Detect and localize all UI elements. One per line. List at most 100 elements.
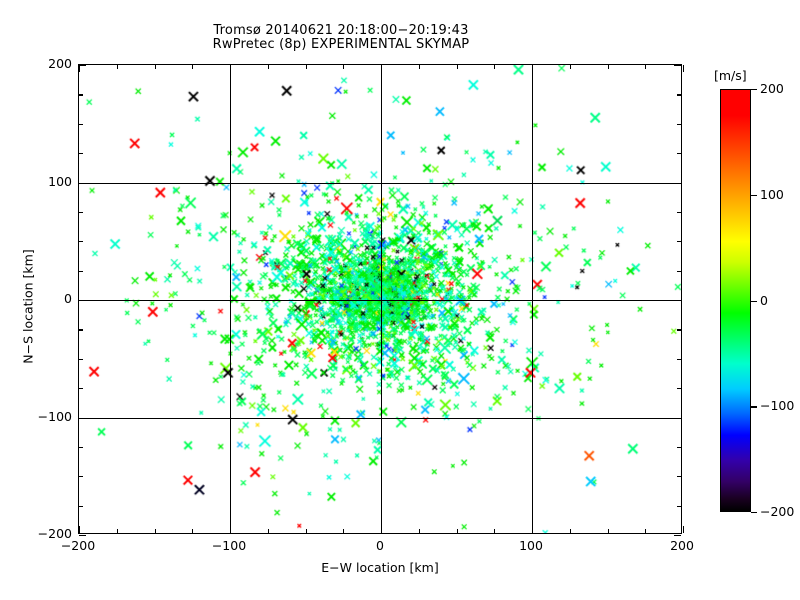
colorbar-tick [751,512,757,514]
axis-tick [677,505,681,507]
axis-tick [79,526,81,533]
axis-tick [677,329,681,331]
axis-tick [677,153,681,155]
axis-tick [79,476,83,478]
y-tick-label: −200 [37,526,72,541]
axis-tick [79,446,83,449]
axis-tick [79,65,81,72]
y-tick-label: 0 [64,291,72,306]
colorbar-unit-label: [m/s] [714,68,747,83]
axis-tick [305,529,307,533]
y-axis-title: N−S location [km] [20,249,36,364]
axis-tick [677,94,681,96]
colorbar-tick-label: 0 [760,292,768,308]
axis-tick [79,94,83,96]
axis-tick [79,270,83,272]
colorbar-tick-label: −100 [760,398,795,414]
axis-tick [79,241,83,243]
gridline-horizontal [79,417,681,419]
axis-tick [267,529,269,533]
axis-tick [267,65,269,69]
axis-tick [677,123,681,125]
axis-tick [79,65,86,67]
colorbar-tick [751,89,757,91]
x-axis-title: E−W location [km] [321,560,439,575]
axis-tick [494,529,496,533]
axis-tick [674,417,681,419]
axis-tick [677,476,681,478]
colorbar-tick [751,406,757,408]
axis-tick [677,241,681,243]
colorbar-gradient [720,89,751,512]
axis-tick [456,529,458,533]
colorbar-tick [751,300,757,302]
axis-tick [79,300,86,302]
axis-tick [532,526,534,533]
axis-tick [569,529,571,533]
x-tick-label: −200 [60,538,96,553]
x-tick-label: 0 [376,538,384,553]
axis-tick [79,182,86,184]
axis-tick [456,65,458,69]
axis-tick [79,535,86,537]
axis-tick [677,270,681,272]
axis-tick [683,65,685,72]
axis-tick [677,388,681,390]
axis-tick [154,65,156,69]
axis-tick [192,65,194,69]
x-tick-label: 200 [670,538,694,553]
gridline-horizontal [79,182,681,184]
axis-tick [674,535,681,537]
axis-tick [677,211,681,214]
axis-tick [381,65,383,72]
axis-tick [79,211,83,214]
axis-tick [230,526,232,533]
gridline-vertical [381,65,383,533]
axis-tick [116,529,118,533]
x-tick-label: −100 [211,538,247,553]
axis-tick [674,182,681,184]
scatter-points-layer [79,65,681,533]
colorbar-tick-label: 200 [760,81,784,96]
plot-area [78,64,685,537]
title-line-2: RwPretec (8p) EXPERIMENTAL SKYMAP [212,37,470,52]
axis-tick [683,526,685,533]
axis-tick [79,123,83,125]
gridline-vertical [230,65,232,533]
axis-tick [677,446,681,449]
y-tick-label: 100 [48,173,72,189]
axis-tick [418,65,420,69]
axis-tick [674,300,681,302]
axis-tick [230,65,232,72]
gridline-vertical [532,65,534,533]
axis-tick [79,329,83,331]
axis-tick [645,65,647,69]
title-line-1: Tromsø 20140621 20:18:00−20:19:43 [213,23,469,38]
gridline-horizontal [79,300,681,302]
colorbar-tick-label: 100 [760,186,784,202]
axis-tick [116,65,118,69]
colorbar-tick-label: −200 [760,504,795,519]
axis-tick [343,65,345,69]
y-tick-label: −100 [37,408,72,424]
colorbar-tick [751,194,757,197]
axis-tick [677,358,681,360]
axis-tick [569,65,571,69]
figure-title: Tromsø 20140621 20:18:00−20:19:43 RwPret… [0,24,682,52]
x-tick-label: 100 [519,538,543,553]
axis-tick [381,526,383,533]
axis-tick [79,153,83,155]
axis-tick [305,65,307,69]
axis-tick [494,65,496,69]
axis-tick [607,65,609,69]
axis-tick [79,417,86,419]
axis-tick [418,529,420,533]
axis-tick [79,505,83,507]
axis-tick [607,529,609,533]
axis-tick [79,388,83,390]
y-tick-label: 200 [48,56,72,71]
axis-tick [674,65,681,67]
axis-tick [343,529,345,533]
axis-tick [645,529,647,533]
